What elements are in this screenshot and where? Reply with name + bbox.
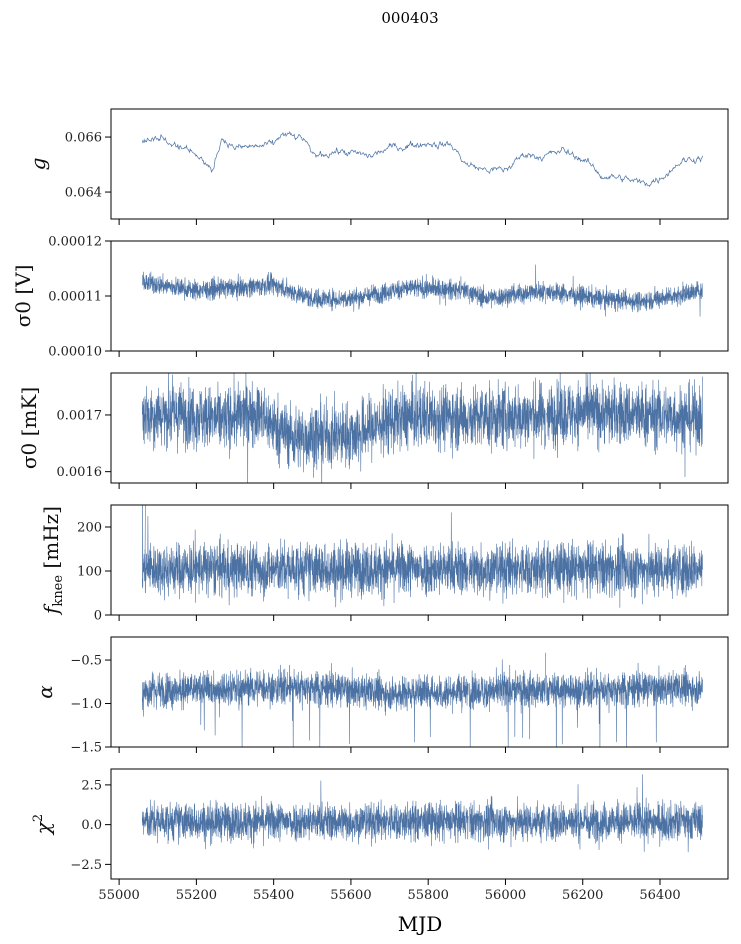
y-tick-label: 0.0017 bbox=[57, 408, 103, 423]
series-chi2-segment-0 bbox=[141, 780, 469, 850]
y-tick-label: 2.5 bbox=[81, 778, 102, 793]
x-tick-label: 56000 bbox=[485, 888, 526, 903]
y-tick-label: 0.0016 bbox=[57, 465, 103, 480]
panel-sigma0_mK: 0.0016 0.0017 σ0 [mK] bbox=[17, 372, 729, 489]
axes-frame-sigma0_mK bbox=[110, 372, 729, 484]
axes-frame-alpha bbox=[110, 636, 729, 748]
y-tick-label: −1.5 bbox=[70, 741, 102, 756]
series-g-segment-0 bbox=[141, 130, 703, 188]
series-chi2-segment-2 bbox=[546, 774, 703, 853]
series-sigma0_mK-segment-0 bbox=[141, 373, 469, 483]
y-tick-label: 0.00010 bbox=[48, 345, 102, 360]
x-tick-label: 55800 bbox=[408, 888, 449, 903]
series-fknee-segment-0 bbox=[141, 505, 469, 608]
series-fknee-segment-1 bbox=[469, 538, 546, 604]
panel-alpha: −1.5 −1.0 −0.5 α bbox=[33, 636, 729, 756]
x-tick-label: 55200 bbox=[176, 888, 217, 903]
y-axis-label-g: g bbox=[26, 158, 50, 171]
y-axis-label-fknee: fknee [mHz] bbox=[39, 506, 66, 616]
y-axis-label-sigma0_V: σ0 [V] bbox=[11, 265, 35, 328]
y-tick-label: 0.00012 bbox=[48, 235, 102, 250]
panel-sigma0_V: 0.00010 0.00011 0.00012 σ0 [V] bbox=[11, 235, 729, 360]
x-tick-label: 55400 bbox=[253, 888, 294, 903]
y-tick-label: 100 bbox=[77, 565, 102, 580]
y-axis-label-chi2: χ2 bbox=[31, 814, 55, 836]
y-tick-label: 0.064 bbox=[65, 186, 102, 201]
x-tick-label: 56400 bbox=[639, 888, 680, 903]
y-tick-label: −1.0 bbox=[70, 697, 102, 712]
x-axis-label: MJD bbox=[398, 912, 443, 936]
x-tick-label: 55600 bbox=[330, 888, 371, 903]
x-tick-label: 55000 bbox=[98, 888, 139, 903]
series-sigma0_V-segment-0 bbox=[141, 271, 469, 312]
panel-g: 0.064 0.066 g bbox=[26, 108, 729, 225]
series-sigma0_mK-segment-2 bbox=[546, 373, 703, 478]
series-sigma0_V-segment-1 bbox=[469, 264, 546, 309]
series-sigma0_V-segment-2 bbox=[546, 275, 703, 317]
chart-title: 000403 bbox=[381, 9, 438, 27]
series-chi2-segment-1 bbox=[469, 795, 546, 850]
y-tick-label: −0.5 bbox=[70, 654, 102, 669]
y-tick-label: 0 bbox=[94, 609, 102, 624]
series-alpha-segment-1 bbox=[469, 652, 546, 747]
y-tick-label: 200 bbox=[77, 521, 102, 536]
axes-frame-chi2 bbox=[110, 768, 729, 880]
series-fknee-segment-2 bbox=[546, 533, 703, 608]
y-tick-label: −2.5 bbox=[70, 858, 102, 873]
y-axis-label-alpha: α bbox=[33, 685, 57, 699]
axes-frame-fknee bbox=[110, 504, 729, 616]
panel-chi2: −2.5 0.0 2.5 55000 55200 55400 55600 55800 56000… bbox=[31, 768, 729, 903]
series-alpha-segment-0 bbox=[141, 663, 469, 747]
y-tick-label: 0.066 bbox=[65, 131, 102, 146]
y-axis-label-sigma0_mK: σ0 [mK] bbox=[17, 387, 41, 469]
panel-fknee: 0 100 200 fknee [mHz] bbox=[39, 504, 729, 624]
axes-frame-g bbox=[110, 108, 729, 220]
series-sigma0_mK-segment-1 bbox=[469, 377, 546, 459]
y-tick-label: 0.00011 bbox=[48, 290, 102, 305]
y-tick-label: 0.0 bbox=[81, 818, 102, 833]
series-alpha-segment-2 bbox=[546, 662, 703, 747]
x-tick-label: 56200 bbox=[562, 888, 603, 903]
